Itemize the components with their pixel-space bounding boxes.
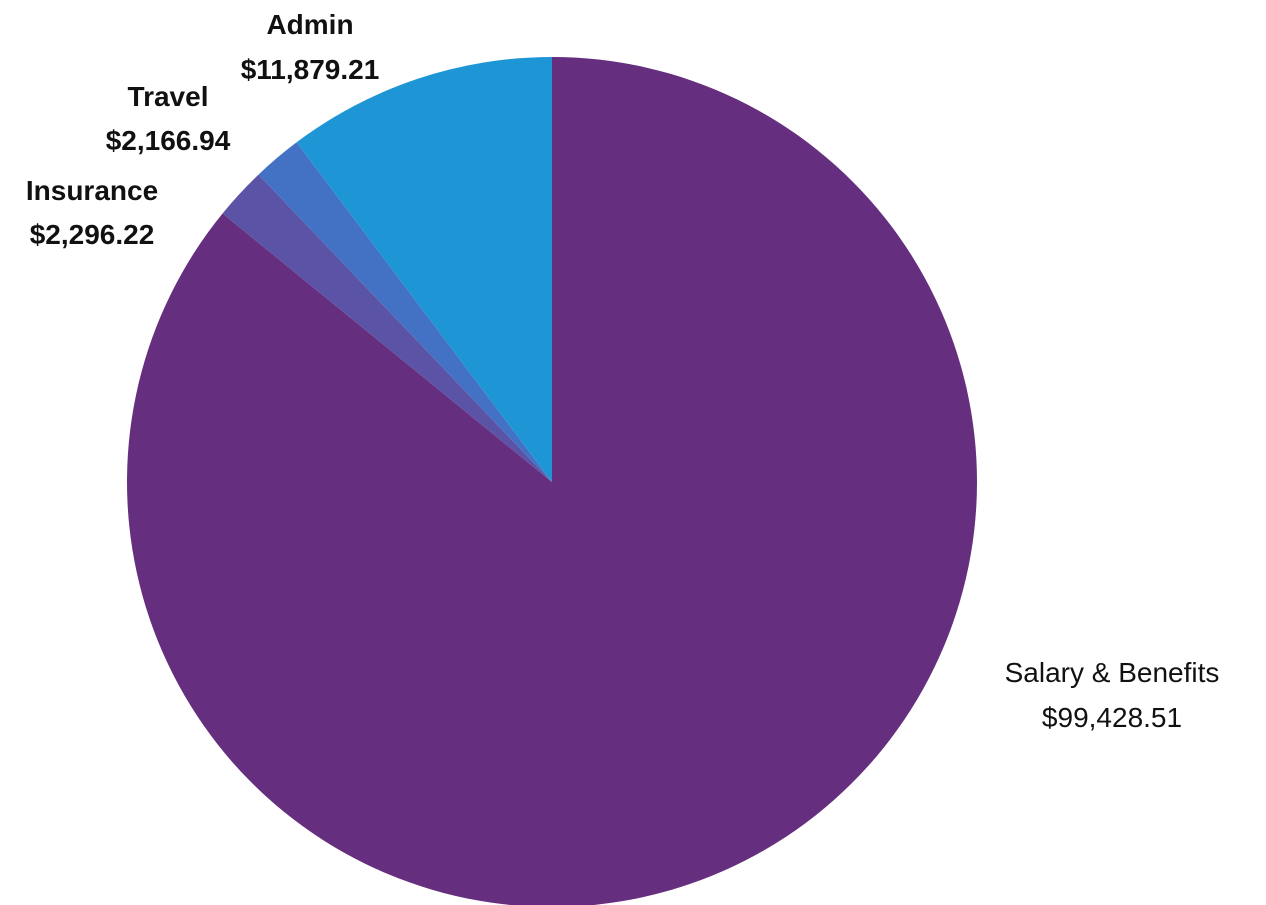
slice-label-admin: Admin $11,879.21	[241, 9, 380, 85]
pie-slices	[126, 57, 977, 905]
slice-label-salary-benefits: Salary & Benefits $99,428.51	[1005, 657, 1220, 733]
pie-slice-travel	[258, 142, 552, 482]
slice-label-travel: Travel $2,166.94	[106, 81, 231, 156]
slice-label-name: Insurance	[26, 175, 158, 206]
pie-slice-insurance	[222, 174, 552, 483]
slice-label-value: $11,879.21	[241, 54, 380, 85]
pie-slice-salary-benefits	[126, 57, 977, 905]
slice-label-name: Travel	[128, 81, 209, 112]
slice-label-value: $99,428.51	[1042, 702, 1182, 733]
slice-label-insurance: Insurance $2,296.22	[26, 175, 158, 250]
slice-label-value: $2,166.94	[106, 125, 231, 156]
pie-slice-admin	[296, 57, 552, 482]
slice-label-name: Salary & Benefits	[1005, 657, 1220, 688]
slice-label-value: $2,296.22	[30, 219, 155, 250]
slice-label-name: Admin	[266, 9, 353, 40]
